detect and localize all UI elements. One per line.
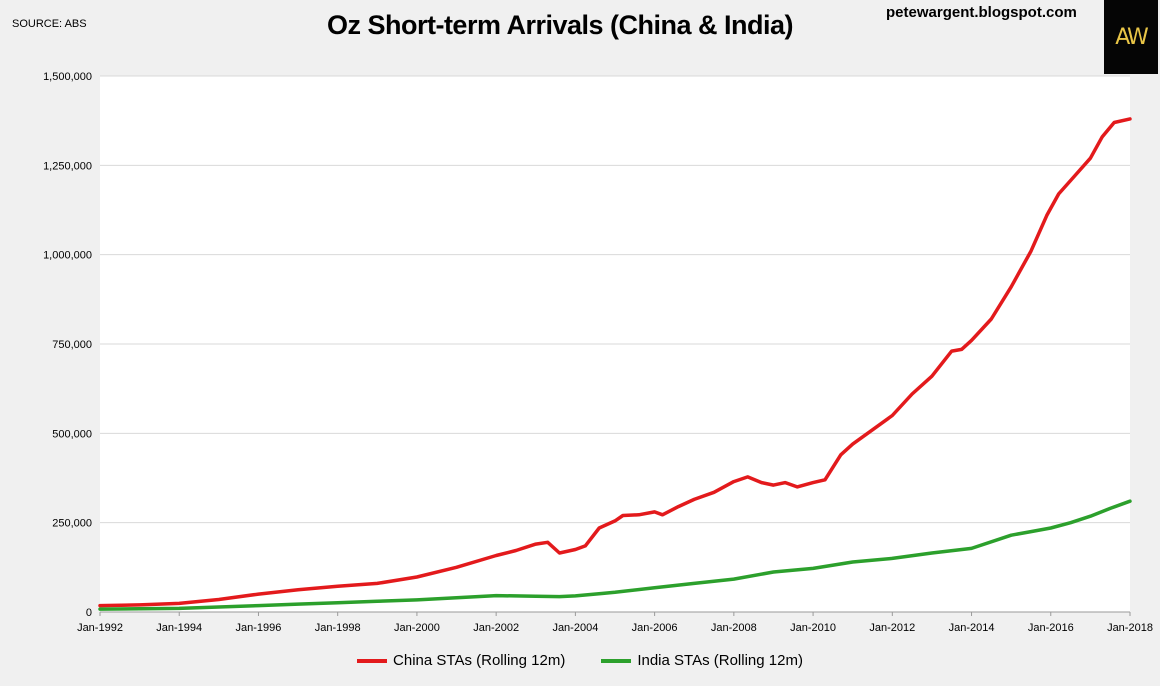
- legend-swatch-india: [601, 658, 632, 663]
- series-line-india: [98, 499, 1132, 611]
- y-tick-label-4: 1,000,000: [43, 250, 92, 262]
- y-tick-label-1: 250,000: [52, 518, 92, 530]
- chart-title: Oz Short-term Arrivals (China & India): [326, 10, 794, 40]
- source-label: SOURCE: ABS: [12, 18, 87, 30]
- legend-item-china: China STAs (Rolling 12m): [357, 652, 565, 669]
- x-tick-label-10: Jan-2012: [869, 622, 915, 634]
- logo: AW: [1104, 0, 1158, 74]
- x-tick-label-3: Jan-1998: [315, 622, 361, 634]
- y-tick-label-6: 1,500,000: [43, 71, 92, 83]
- x-tick-label-5: Jan-2002: [473, 622, 519, 634]
- x-tick-label-12: Jan-2016: [1028, 622, 1074, 634]
- x-tick-label-6: Jan-2004: [552, 622, 598, 634]
- x-tick-label-4: Jan-2000: [394, 622, 440, 634]
- y-tick-label-2: 500,000: [52, 428, 92, 440]
- y-tick-label-5: 1,250,000: [43, 160, 92, 172]
- series-line-china: [98, 117, 1132, 608]
- x-tick-label-9: Jan-2010: [790, 622, 836, 634]
- legend-swatch-china: [357, 658, 388, 663]
- legend-label-india: India STAs (Rolling 12m): [637, 652, 803, 669]
- blog-url: petewargent.blogspot.com: [886, 4, 1077, 21]
- x-tick-label-13: Jan-2018: [1107, 622, 1153, 634]
- y-tick-label-3: 750,000: [52, 339, 92, 351]
- x-tick-label-0: Jan-1992: [77, 622, 123, 634]
- x-tick-label-7: Jan-2006: [632, 622, 678, 634]
- y-tick-label-0: 0: [86, 607, 92, 619]
- legend-label-china: China STAs (Rolling 12m): [393, 652, 566, 669]
- legend: China STAs (Rolling 12m) India STAs (Rol…: [0, 652, 1160, 669]
- logo-text: AW: [1115, 24, 1149, 50]
- x-tick-label-8: Jan-2008: [711, 622, 757, 634]
- x-tick-label-11: Jan-2014: [949, 622, 995, 634]
- legend-item-india: India STAs (Rolling 12m): [601, 652, 803, 669]
- x-tick-label-2: Jan-1996: [236, 622, 282, 634]
- x-tick-label-1: Jan-1994: [156, 622, 202, 634]
